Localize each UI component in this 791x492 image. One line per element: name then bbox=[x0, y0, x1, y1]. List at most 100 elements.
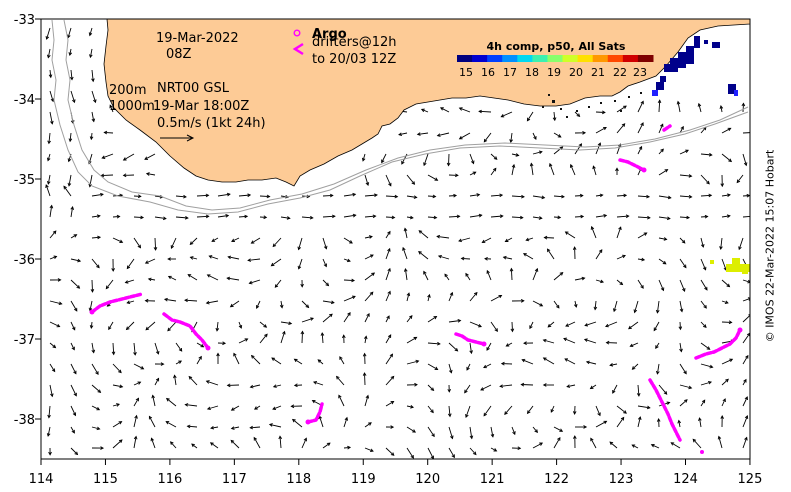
current-vector-head bbox=[667, 195, 672, 200]
current-vector bbox=[70, 90, 75, 103]
current-vector-head bbox=[447, 413, 452, 418]
argo-label: Argo bbox=[312, 27, 347, 42]
current-vector-head bbox=[50, 393, 54, 398]
current-vector bbox=[112, 237, 123, 243]
current-vector-head bbox=[533, 136, 537, 140]
current-vector-head bbox=[701, 399, 706, 404]
current-vector bbox=[280, 300, 283, 308]
current-vector bbox=[166, 398, 177, 407]
current-vector bbox=[343, 417, 348, 428]
current-vector-head bbox=[631, 366, 636, 370]
current-vector-head bbox=[247, 193, 252, 198]
current-vector-head bbox=[89, 325, 94, 329]
current-vector-head bbox=[96, 264, 100, 269]
current-vector-head bbox=[653, 327, 658, 332]
current-vector bbox=[679, 149, 689, 155]
current-vector-head bbox=[272, 384, 277, 388]
current-vector bbox=[406, 360, 419, 365]
current-vector bbox=[404, 228, 408, 239]
axis-ticks bbox=[35, 18, 751, 465]
current-vector bbox=[527, 111, 534, 121]
current-vector-head bbox=[368, 235, 373, 239]
colorbar-tick: 23 bbox=[633, 66, 647, 79]
current-vector bbox=[154, 378, 159, 386]
current-vector bbox=[427, 384, 434, 391]
current-vector-head bbox=[371, 272, 376, 276]
current-vector bbox=[47, 48, 51, 58]
current-vector bbox=[678, 420, 681, 428]
current-vector bbox=[70, 279, 80, 289]
current-vector-head bbox=[206, 406, 211, 411]
current-vector bbox=[630, 342, 639, 347]
current-vector bbox=[385, 291, 391, 302]
current-vector bbox=[574, 277, 585, 281]
current-vector-head bbox=[500, 361, 505, 366]
current-vector bbox=[175, 195, 187, 198]
current-vector-head bbox=[478, 324, 482, 328]
current-vector-head bbox=[165, 397, 170, 402]
current-vector bbox=[550, 405, 555, 413]
current-vector bbox=[637, 195, 650, 198]
drifter-endpoints bbox=[89, 167, 743, 454]
bathymetry-200m-contour bbox=[51, 19, 749, 215]
current-vector bbox=[616, 144, 621, 155]
current-vector bbox=[406, 405, 414, 408]
current-vector bbox=[427, 316, 437, 323]
current-vector-head bbox=[339, 356, 343, 360]
current-vector bbox=[174, 375, 177, 386]
colorbar-swatch bbox=[622, 55, 639, 62]
current-vector-head bbox=[589, 385, 594, 390]
current-vector-head bbox=[449, 435, 454, 440]
current-vector bbox=[206, 300, 219, 304]
current-vector-head bbox=[222, 341, 227, 346]
current-vector bbox=[483, 363, 492, 369]
current-vector bbox=[321, 332, 324, 344]
current-vector-head bbox=[341, 334, 346, 339]
current-vector-head bbox=[640, 285, 644, 289]
current-vector bbox=[63, 186, 72, 197]
current-vector bbox=[196, 342, 204, 348]
current-vector bbox=[231, 426, 240, 430]
current-vector bbox=[406, 337, 417, 344]
current-vector bbox=[700, 194, 712, 197]
current-vector bbox=[448, 342, 458, 352]
current-vector-head bbox=[605, 323, 609, 328]
current-vector-head bbox=[538, 150, 543, 155]
current-vector bbox=[154, 237, 157, 250]
current-vector-head bbox=[499, 193, 504, 198]
current-vector bbox=[679, 174, 692, 177]
current-vector bbox=[406, 292, 410, 302]
current-vector-head bbox=[413, 336, 418, 341]
current-vector bbox=[553, 300, 560, 309]
current-vector bbox=[700, 300, 707, 309]
current-vector bbox=[459, 107, 471, 113]
current-vector bbox=[440, 107, 450, 113]
current-vector-head bbox=[387, 230, 391, 235]
current-vector bbox=[700, 237, 704, 248]
current-vector-head bbox=[662, 260, 667, 265]
current-vector bbox=[656, 363, 660, 374]
current-vector-head bbox=[403, 227, 408, 232]
current-vector-head bbox=[254, 406, 258, 410]
current-vector bbox=[89, 27, 93, 36]
current-vector bbox=[125, 279, 135, 284]
current-vector bbox=[364, 447, 374, 452]
current-vector bbox=[112, 384, 123, 388]
current-vector-head bbox=[490, 433, 495, 438]
current-vector-head bbox=[133, 352, 137, 356]
current-vector bbox=[69, 132, 72, 142]
current-vector-head bbox=[641, 257, 646, 262]
current-vector-head bbox=[133, 435, 138, 440]
current-vector-head bbox=[663, 391, 668, 395]
current-vector-head bbox=[205, 214, 210, 219]
current-vector-head bbox=[178, 360, 183, 364]
current-vector bbox=[49, 69, 52, 78]
current-vector bbox=[145, 258, 156, 264]
current-vector bbox=[251, 237, 261, 244]
current-vector-head bbox=[118, 421, 123, 425]
current-vector bbox=[49, 90, 54, 102]
current-vector-head bbox=[178, 347, 183, 352]
current-vector-head bbox=[230, 407, 235, 411]
current-vector-head bbox=[366, 312, 370, 317]
